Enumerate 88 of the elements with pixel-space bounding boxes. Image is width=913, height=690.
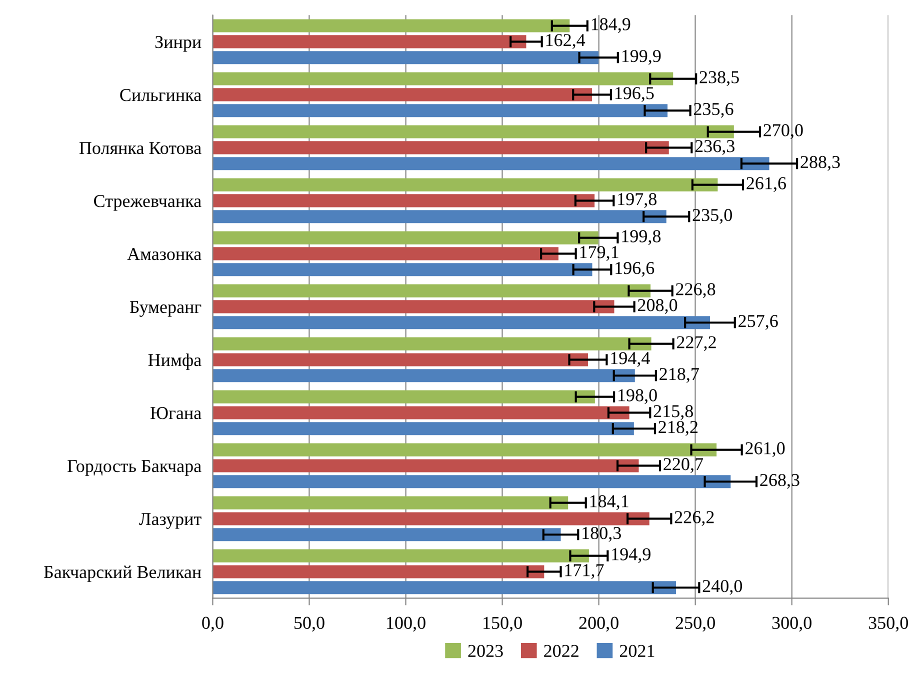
bar — [212, 263, 592, 276]
bar — [212, 549, 589, 562]
bar — [212, 35, 526, 48]
bar — [212, 337, 652, 350]
data-label: 194,9 — [612, 548, 650, 563]
bar — [212, 231, 598, 244]
data-label: 194,4 — [611, 352, 650, 367]
bar — [212, 88, 592, 102]
data-label: 235,6 — [694, 102, 734, 118]
bar — [212, 104, 668, 118]
data-label: 196,6 — [616, 262, 654, 277]
bar — [212, 422, 634, 436]
y-tick-label: Гордость Бакчара — [68, 460, 202, 476]
data-label: 171,7 — [565, 564, 604, 579]
data-label: 218,7 — [660, 368, 699, 383]
data-label: 198,0 — [618, 389, 657, 404]
data-label: 236,3 — [695, 140, 734, 155]
bar — [212, 194, 595, 208]
data-label: 257,6 — [738, 314, 778, 330]
y-tick-label: Нимфа — [148, 353, 202, 370]
x-tick-label: 150,0 — [484, 616, 522, 632]
x-tick-label: 50,0 — [294, 616, 324, 632]
data-label: 184,1 — [590, 495, 628, 510]
data-label: 288,3 — [800, 156, 840, 171]
bar — [212, 19, 570, 32]
y-tick-label: Полянка Котова — [79, 142, 202, 154]
x-tick-label: 200,0 — [579, 616, 618, 632]
y-tick-label: Бумеранг — [130, 301, 202, 317]
bar — [212, 443, 717, 456]
data-label: 220,7 — [664, 458, 703, 473]
x-tick-label: 100,0 — [387, 616, 426, 632]
data-label: 268,3 — [760, 474, 800, 489]
bar — [212, 581, 676, 594]
bar — [212, 284, 651, 298]
bar — [212, 528, 561, 542]
data-label: 196,5 — [615, 87, 654, 102]
x-tick-label: 0,0 — [202, 616, 224, 632]
bar — [212, 369, 635, 382]
y-tick-label: Зинри — [155, 36, 202, 52]
data-label: 238,5 — [700, 71, 739, 86]
data-label: 215,8 — [654, 405, 693, 420]
data-label: 227,2 — [676, 336, 716, 351]
y-tick-label: Лазурит — [139, 513, 202, 529]
bar — [212, 565, 544, 578]
data-label: 180,3 — [582, 526, 621, 542]
data-label: 226,8 — [676, 283, 716, 298]
data-label: 226,2 — [674, 511, 714, 526]
data-label: 162,4 — [546, 34, 586, 49]
bar — [212, 406, 630, 420]
bar — [212, 157, 770, 170]
bar — [212, 300, 614, 314]
x-tick-label: 350,0 — [868, 616, 908, 632]
bar — [212, 72, 674, 86]
bar — [212, 141, 669, 154]
bar — [212, 125, 734, 138]
bar — [212, 353, 588, 366]
y-tick-label: Бакчарский Великан — [44, 566, 202, 582]
data-label: 261,0 — [746, 442, 785, 457]
bar — [212, 316, 710, 330]
bar — [212, 247, 558, 260]
data-label: 240,0 — [702, 580, 742, 595]
y-tick-label: Сильгинка — [120, 88, 202, 102]
y-tick-label: Амазонка — [127, 248, 202, 260]
bar — [212, 512, 650, 526]
bar — [212, 475, 731, 488]
legend-label: 2022 — [544, 644, 578, 658]
data-label: 270,0 — [764, 124, 803, 139]
data-label: 184,9 — [592, 18, 630, 33]
y-tick-label: Югана — [150, 407, 202, 420]
bar — [212, 210, 666, 224]
data-label: 199,9 — [622, 50, 661, 65]
bar — [212, 390, 595, 404]
legend-label: 2021 — [620, 644, 654, 658]
bar — [212, 459, 639, 472]
data-label: 179,1 — [580, 246, 618, 261]
data-label: 197,8 — [618, 193, 656, 208]
data-label: 235,0 — [692, 208, 732, 224]
data-label: 199,8 — [622, 230, 661, 245]
x-tick-label: 250,0 — [676, 616, 715, 632]
data-label: 208,0 — [638, 299, 678, 314]
bar — [212, 496, 568, 510]
bar — [212, 178, 718, 192]
x-tick-label: 300,0 — [772, 616, 812, 632]
bar — [212, 51, 599, 64]
legend-label: 2023 — [468, 644, 503, 658]
data-label: 218,2 — [658, 420, 698, 436]
y-tick-label: Стрежевчанка — [94, 195, 202, 211]
data-label: 261,6 — [746, 177, 786, 192]
